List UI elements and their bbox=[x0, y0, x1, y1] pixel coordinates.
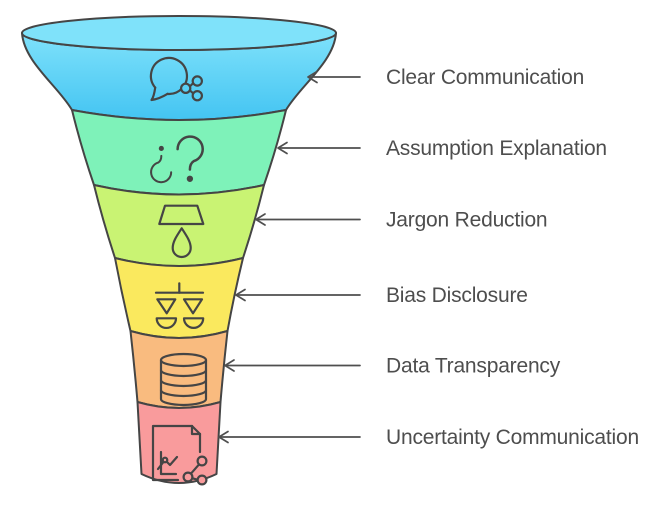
arrow-data-transparency bbox=[224, 359, 361, 372]
label-uncertainty-communication: Uncertainty Communication bbox=[386, 426, 639, 449]
question-marks-icon bbox=[150, 135, 204, 184]
funnel-segment-jargon-reduction bbox=[93, 184, 265, 267]
balance-scale-icon bbox=[154, 282, 205, 330]
funnel-top-opening bbox=[21, 15, 337, 51]
label-data-transparency: Data Transparency bbox=[386, 355, 561, 378]
lamp-icon bbox=[158, 204, 205, 259]
database-icon bbox=[159, 352, 208, 407]
label-clear-communication: Clear Communication bbox=[386, 66, 584, 89]
arrow-uncertainty-communication bbox=[218, 430, 361, 444]
speech-bubble-share-icon bbox=[149, 56, 204, 102]
document-chart-share-icon bbox=[151, 424, 208, 486]
label-assumption-explanation: Assumption Explanation bbox=[386, 137, 607, 160]
label-jargon-reduction: Jargon Reduction bbox=[386, 209, 547, 232]
label-bias-disclosure: Bias Disclosure bbox=[386, 284, 528, 307]
arrow-jargon-reduction bbox=[255, 213, 361, 226]
funnel-segment-bias-disclosure bbox=[114, 257, 244, 339]
arrow-assumption-explanation bbox=[277, 141, 361, 155]
funnel-segment-assumption-explanation bbox=[71, 109, 287, 196]
funnel-segment-uncertainty-communication bbox=[136, 401, 222, 484]
arrow-clear-communication bbox=[307, 70, 361, 84]
arrow-bias-disclosure bbox=[235, 288, 361, 302]
